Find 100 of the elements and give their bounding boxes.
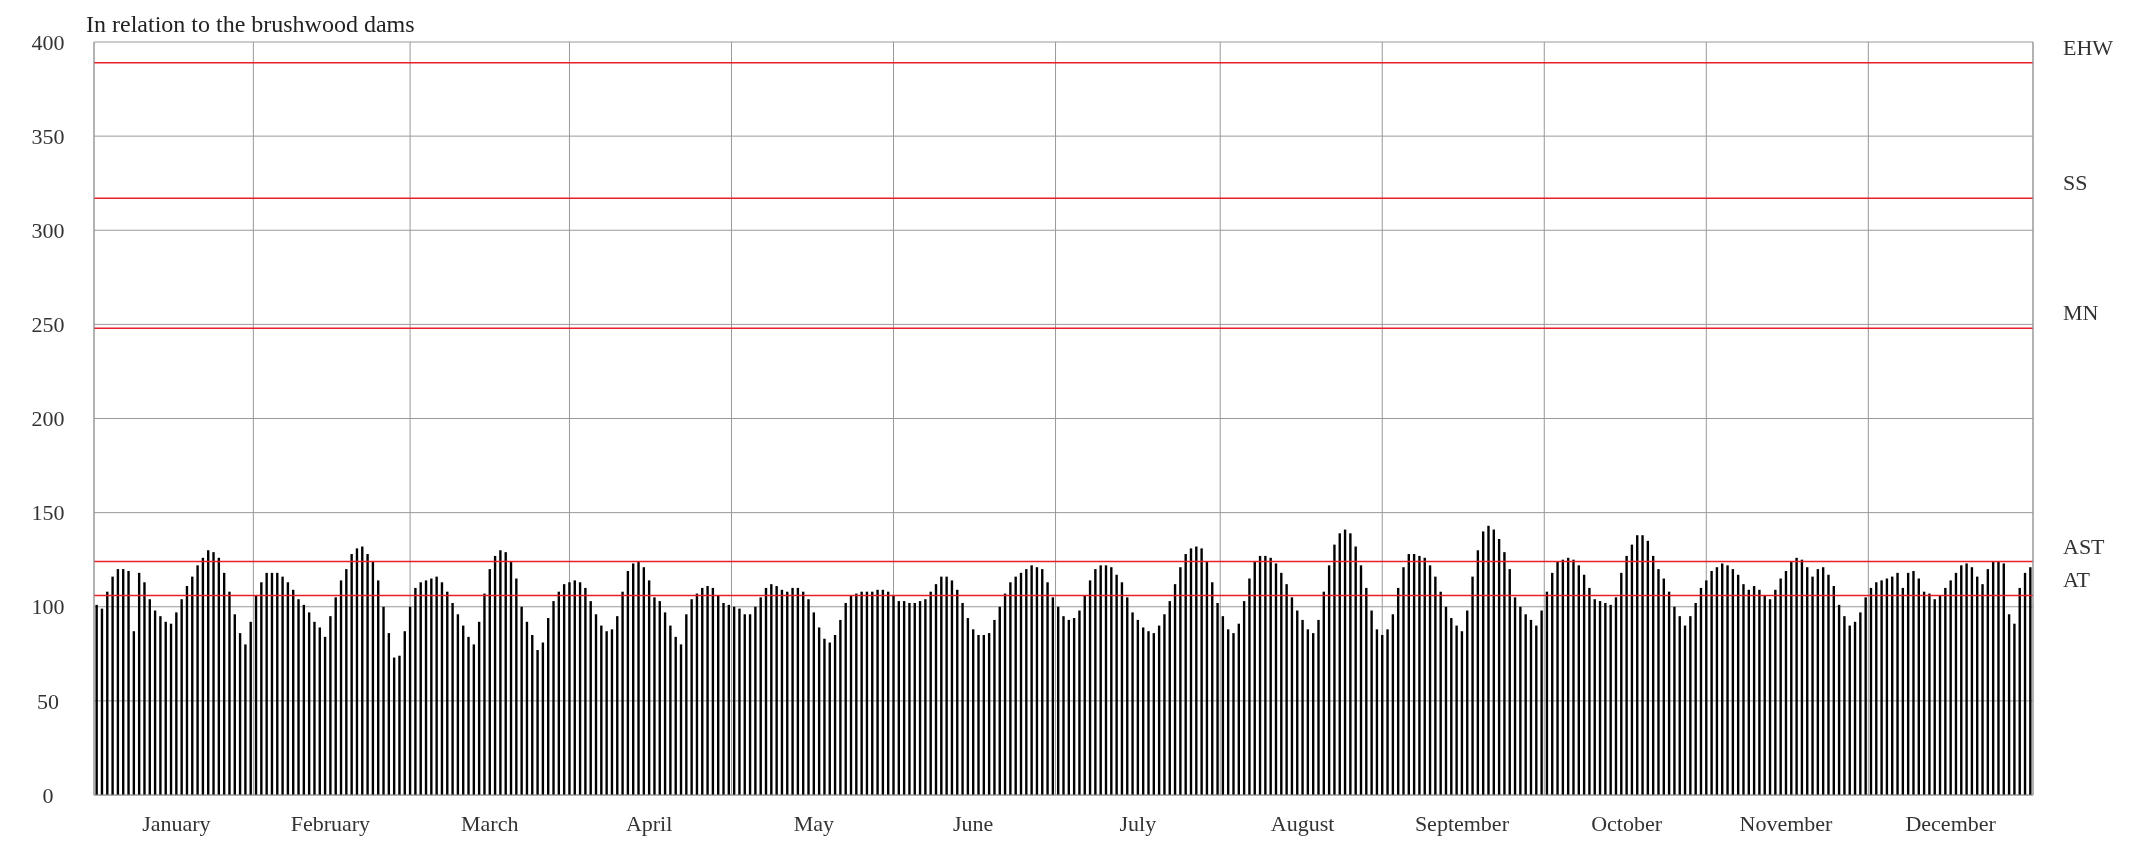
bar [685,614,688,795]
x-tick-label: September [1414,811,1510,836]
bar [1333,544,1336,795]
bar [180,599,183,795]
y-tick-label: 200 [31,406,65,432]
x-tick-label: June [953,811,994,836]
bar [1710,570,1713,795]
bar [924,599,927,795]
bar [1625,555,1628,795]
bar [605,631,608,795]
bar [1981,584,1984,795]
bar [1795,557,1798,795]
bar [281,576,284,795]
bar [435,576,438,795]
bar [1944,587,1947,795]
bar [669,625,672,795]
x-tick-label: January [142,811,211,836]
bar [212,552,215,795]
ref-line-label: AT [2063,567,2091,593]
ref-line-label: AST [2063,533,2106,559]
bar [1115,574,1118,795]
bar [1232,633,1235,795]
bar [1179,567,1182,795]
bar [722,602,725,795]
ref-line-label: SS [2063,170,2088,196]
bar [1195,546,1198,795]
x-tick-label: April [625,811,673,836]
y-tick-label: 400 [31,29,65,55]
bar [451,602,454,795]
bar [1471,576,1474,795]
bar [1046,582,1049,795]
bar [1402,567,1405,795]
bar [1078,610,1081,795]
bar [1694,602,1697,795]
bar [265,572,268,795]
bar [1354,546,1357,795]
bar [1009,582,1012,795]
x-tick-label: December [1905,811,1997,836]
bar [111,576,114,795]
bar [1248,578,1251,795]
y-tick-label: 100 [31,594,65,620]
bar [1285,584,1288,795]
bar [1997,561,2000,795]
bar [690,599,693,795]
bar [1609,604,1612,795]
bar [993,619,996,795]
bar [414,587,417,795]
bar [568,582,571,795]
x-tick-label: November [1739,811,1834,836]
bar [1099,565,1102,795]
y-tick-label: 50 [37,688,59,714]
bar [791,587,794,795]
bar [584,587,587,795]
bar [1726,565,1729,795]
bar [1131,612,1134,795]
bar [398,655,401,795]
bar [1524,614,1527,795]
bar [860,591,863,795]
bar [1965,563,1968,795]
bar [1269,557,1272,795]
bar [382,606,385,795]
bar [1439,591,1442,795]
bar [807,599,810,795]
bar [1742,584,1745,795]
bar [945,576,948,795]
bar [855,593,858,795]
bar [929,591,932,795]
bar [1928,593,1931,795]
bar [1487,525,1490,795]
bar [738,608,741,795]
bar [1758,589,1761,795]
bar [175,612,178,795]
bar [770,584,773,795]
bar [1014,576,1017,795]
bar [1216,602,1219,795]
bar [345,569,348,795]
y-tick-label: 250 [31,312,65,338]
bar [1264,555,1267,795]
x-tick-label: May [793,811,834,836]
bar [1896,572,1899,795]
bar [637,561,640,795]
bar [1859,612,1862,795]
bar [2013,623,2016,795]
bar [552,601,555,795]
bar [1689,616,1692,795]
bar [196,565,199,795]
bar [366,554,369,795]
x-tick-label: February [290,811,371,836]
ref-line-label: MN [2063,300,2099,326]
bar [1200,548,1203,795]
bar [313,621,316,795]
bar [621,591,624,795]
bar [1503,552,1506,795]
bar [536,650,539,795]
bar [1030,565,1033,795]
x-tick-label: July [1119,811,1157,836]
bar [961,602,964,795]
bar [1386,629,1389,795]
bar [329,616,332,795]
bar [940,576,943,795]
